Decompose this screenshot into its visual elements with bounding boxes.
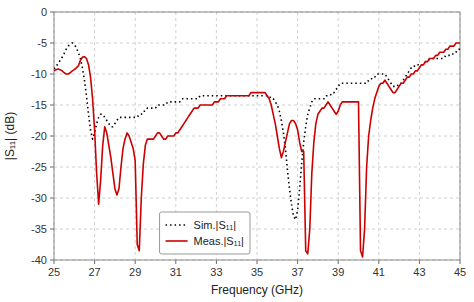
y-axis-label: |S₁₁| (dB) [3,112,17,160]
grid-line-y [54,43,460,44]
tick-x [216,260,217,264]
legend-label: Sim.|S₁₁| [194,219,236,231]
series-line [54,43,460,220]
tick-label-x: 27 [88,266,100,278]
tick-x [54,260,55,264]
tick-label-x: 35 [251,266,263,278]
legend-label: Meas.|S₁₁| [194,235,244,247]
tick-label-x: 33 [210,266,222,278]
tick-label-y: -20 [31,130,47,142]
tick-y [50,74,54,75]
tick-label-x: 29 [129,266,141,278]
tick-x [175,260,176,264]
tick-label-y: -10 [31,68,47,80]
tick-label-y: -25 [31,161,47,173]
legend-swatch [166,240,188,242]
tick-y [50,229,54,230]
tick-y [50,198,54,199]
grid-line-y [54,167,460,168]
grid-line-y [54,198,460,199]
tick-x [257,260,258,264]
series-line [54,43,460,257]
tick-label-y: -15 [31,99,47,111]
grid-line-y [54,105,460,106]
tick-y [50,12,54,13]
tick-label-x: 41 [373,266,385,278]
legend-swatch [166,224,188,226]
grid-line-x [257,12,258,260]
tick-x [297,260,298,264]
grid-line-x [419,12,420,260]
grid-line-y [54,74,460,75]
tick-x [378,260,379,264]
tick-label-x: 31 [170,266,182,278]
legend: Sim.|S₁₁| Meas.|S₁₁| [160,212,250,254]
plot-frame [54,12,460,260]
tick-y [50,167,54,168]
tick-label-y: 0 [41,6,47,18]
tick-y [50,43,54,44]
tick-label-y: -30 [31,192,47,204]
tick-x [135,260,136,264]
tick-label-x: 43 [413,266,425,278]
tick-x [338,260,339,264]
tick-x [460,260,461,264]
lines [54,43,460,257]
tick-label-x: 39 [332,266,344,278]
tick-label-y: -35 [31,223,47,235]
tick-x [419,260,420,264]
tick-label-y: -5 [37,37,47,49]
x-axis-label: Frequency (GHz) [211,283,303,297]
tick-x [94,260,95,264]
tick-y [50,136,54,137]
tick-label-x: 25 [48,266,60,278]
grid [54,12,460,260]
axes: 25 27 29 31 33 35 37 39 41 43 45 0 -5 -10 -15 -20 -25 -30… [31,6,466,278]
tick-y [50,260,54,261]
plot-area [54,12,460,260]
tick-y [50,105,54,106]
tick-label-x: 37 [291,266,303,278]
chart: 25 27 29 31 33 35 37 39 41 43 45 0 -5 -10 -15 -20 -25 -30… [0,0,474,302]
grid-line-y [54,229,460,230]
grid-line-y [54,136,460,137]
tick-label-x: 45 [454,266,466,278]
tick-label-y: -40 [31,254,47,266]
legend-frame [160,212,250,254]
